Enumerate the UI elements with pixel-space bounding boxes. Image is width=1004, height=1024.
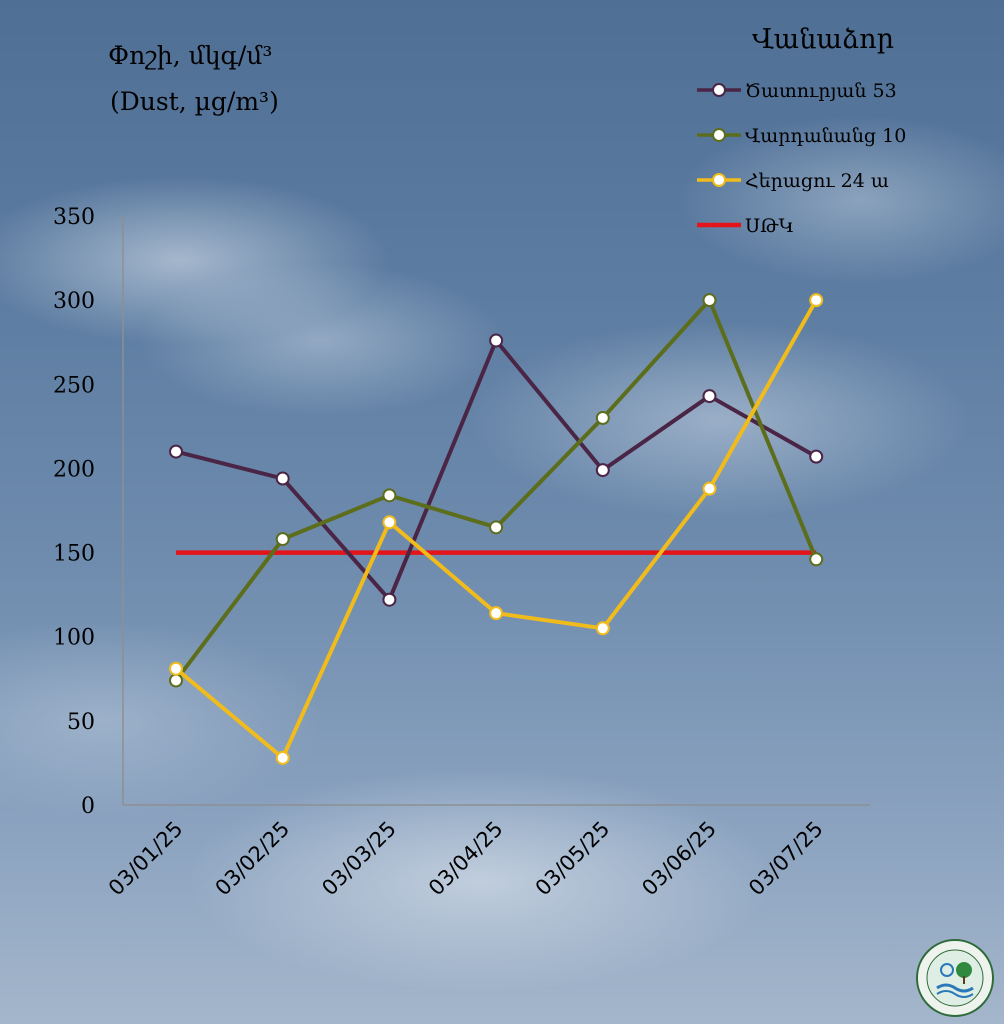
series-3-point bbox=[275, 750, 290, 765]
legend: Վանաձոր Ծատուրյան 53 Վարդանանց 10 Հերացու … bbox=[697, 24, 906, 237]
legend-title: Վանաձոր bbox=[752, 24, 894, 55]
series-line-2 bbox=[174, 298, 819, 682]
series-3-point bbox=[702, 481, 717, 496]
legend-label: Ծատուրյան 53 bbox=[745, 80, 897, 102]
y-axis-label: Փոշի, մկգ/մ³ bbox=[108, 41, 272, 70]
series-3-point bbox=[382, 515, 397, 530]
series-2-point bbox=[595, 410, 610, 425]
series-1-point bbox=[382, 592, 397, 607]
x-tick-label: 03/02/25 bbox=[211, 817, 295, 901]
x-tick-label: 03/03/25 bbox=[317, 817, 401, 901]
legend-label: ՍԹԿ bbox=[745, 215, 794, 237]
y-tick-label: 350 bbox=[53, 205, 95, 230]
y-tick-label: 250 bbox=[53, 373, 95, 398]
series-1-point bbox=[275, 471, 290, 486]
x-tick-label: 03/05/25 bbox=[531, 817, 615, 901]
series-1-point bbox=[595, 463, 610, 478]
y-axis-label-english: (Dust, µg/m³) bbox=[110, 87, 279, 116]
x-tick-labels: 03/01/25 03/02/25 03/03/25 03/04/25 03/05/25… bbox=[104, 817, 828, 901]
legend-label: Հերացու 24 ա bbox=[745, 170, 889, 192]
series-2-point bbox=[702, 293, 717, 308]
legend-swatch-marker bbox=[712, 128, 726, 142]
legend-label: Վարդանանց 10 bbox=[745, 125, 906, 147]
y-tick-label: 0 bbox=[81, 794, 95, 819]
series-3-point bbox=[489, 606, 504, 621]
series-1-point bbox=[169, 444, 183, 459]
series-2-point bbox=[275, 532, 290, 547]
x-tick-label: 03/01/25 bbox=[104, 817, 188, 901]
x-tick-label: 03/07/25 bbox=[744, 817, 828, 901]
y-tick-label: 50 bbox=[67, 710, 95, 735]
series-2-point bbox=[489, 520, 504, 535]
logo-emblem bbox=[916, 939, 994, 1017]
y-tick-label: 200 bbox=[53, 457, 95, 482]
series-3-point bbox=[595, 621, 610, 636]
y-tick-labels: 0 50 100 150 200 250 300 350 bbox=[53, 205, 95, 819]
series-layer bbox=[169, 293, 824, 765]
series-1-point bbox=[489, 333, 504, 348]
y-tick-label: 150 bbox=[53, 542, 95, 567]
y-tick-label: 100 bbox=[53, 626, 95, 651]
series-2-point bbox=[169, 673, 183, 688]
series-2-point bbox=[809, 552, 824, 567]
legend-swatch-marker bbox=[712, 173, 726, 187]
chart-axes bbox=[122, 216, 870, 806]
series-2-point bbox=[382, 488, 397, 503]
series-1-point bbox=[702, 389, 717, 404]
series-1-point bbox=[809, 449, 824, 464]
x-tick-label: 03/06/25 bbox=[637, 817, 721, 901]
series-3-point bbox=[169, 661, 183, 676]
series-3-point bbox=[809, 293, 824, 308]
x-tick-label: 03/04/25 bbox=[424, 817, 508, 901]
legend-swatch-marker bbox=[712, 83, 726, 97]
y-tick-label: 300 bbox=[53, 289, 95, 314]
